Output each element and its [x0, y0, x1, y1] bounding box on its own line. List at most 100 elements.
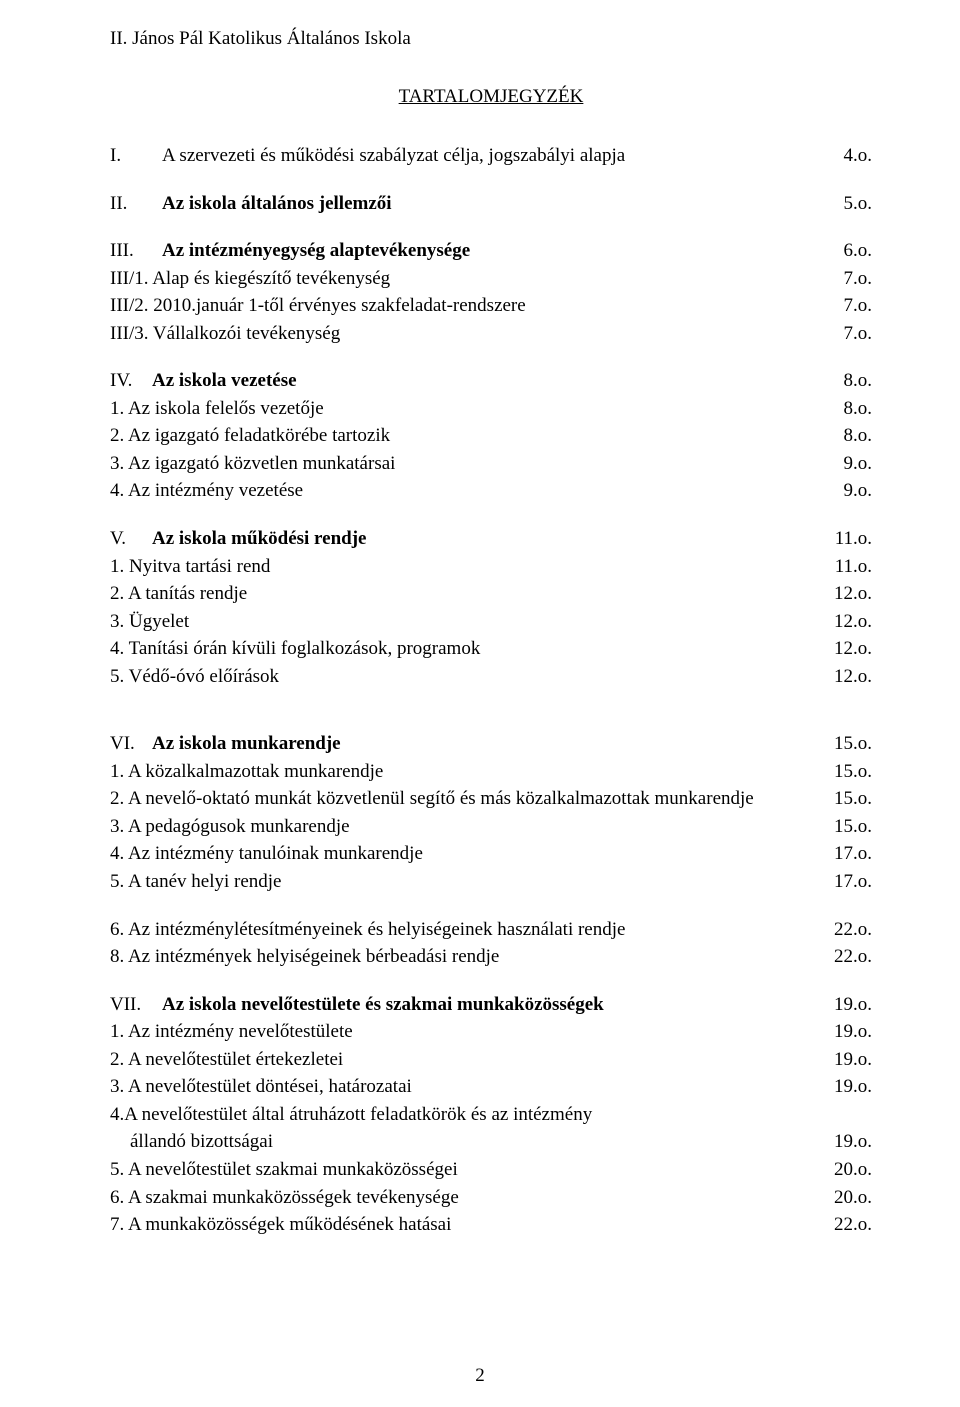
toc-label: 5. A nevelőtestület szakmai munkaközössé… — [110, 1156, 810, 1184]
toc-label: 2. A nevelő-oktató munkát közvetlenül se… — [110, 785, 810, 813]
toc-row: III/2. 2010.január 1-től érvényes szakfe… — [110, 292, 872, 320]
toc-page: 12.o. — [834, 608, 872, 636]
toc-container: I.A szervezeti és működési szabályzat cé… — [110, 142, 872, 1239]
group-gap — [110, 505, 872, 525]
toc-row: 4. Az intézmény vezetése9.o. — [110, 477, 872, 505]
toc-page: 19.o. — [834, 991, 872, 1019]
toc-page: 7.o. — [844, 320, 873, 348]
toc-label: 4. Az intézmény vezetése — [110, 477, 820, 505]
toc-page: 11.o. — [835, 525, 872, 553]
toc-label: V.Az iskola működési rendje — [110, 525, 811, 553]
toc-row: 2. A tanítás rendje 12.o. — [110, 580, 872, 608]
toc-label: 5. Védő-óvó előírások — [110, 663, 810, 691]
toc-page: 15.o. — [834, 758, 872, 786]
toc-page: 7.o. — [844, 292, 873, 320]
toc-label: IV.Az iskola vezetése — [110, 367, 820, 395]
toc-page: 22.o. — [834, 943, 872, 971]
toc-page: 6.o. — [844, 237, 873, 265]
group-gap — [110, 217, 872, 237]
toc-label: 2. A tanítás rendje — [110, 580, 810, 608]
toc-label: III.Az intézményegység alaptevékenysége — [110, 237, 820, 265]
toc-label: 4. Tanítási órán kívüli foglalkozások, p… — [110, 635, 810, 663]
toc-row: 3. A pedagógusok munkarendje 15.o. — [110, 813, 872, 841]
toc-label: 1. A közalkalmazottak munkarendje — [110, 758, 810, 786]
toc-label: 5. A tanév helyi rendje — [110, 868, 810, 896]
toc-label: állandó bizottságai — [110, 1128, 810, 1156]
toc-label: 3. Ügyelet — [110, 608, 810, 636]
toc-page: 19.o. — [834, 1128, 872, 1156]
group-gap — [110, 347, 872, 367]
toc-page: 11.o. — [835, 553, 872, 581]
toc-row: 4. Az intézmény tanulóinak munkarendje17… — [110, 840, 872, 868]
toc-page: 12.o. — [834, 635, 872, 663]
toc-page: 19.o. — [834, 1046, 872, 1074]
toc-row: 6. Az intézménylétesítményeinek és helyi… — [110, 916, 872, 944]
toc-row: VI.Az iskola munkarendje 15.o. — [110, 730, 872, 758]
document-page: II. János Pál Katolikus Általános Iskola… — [0, 0, 960, 1407]
toc-label: 3. Az igazgató közvetlen munkatársai — [110, 450, 820, 478]
toc-row: VII.Az iskola nevelőtestülete és szakmai… — [110, 991, 872, 1019]
toc-row: 1. A közalkalmazottak munkarendje 15.o. — [110, 758, 872, 786]
toc-label: I.A szervezeti és működési szabályzat cé… — [110, 142, 820, 170]
toc-row: 5. A nevelőtestület szakmai munkaközössé… — [110, 1156, 872, 1184]
toc-label: III/2. 2010.január 1-től érvényes szakfe… — [110, 292, 820, 320]
toc-page: 5.o. — [844, 190, 873, 218]
toc-page: 12.o. — [834, 580, 872, 608]
toc-row: 2. Az igazgató feladatkörébe tartozik 8.o… — [110, 422, 872, 450]
toc-label: 4.A nevelőtestület által átruházott fela… — [110, 1101, 872, 1129]
group-gap — [110, 971, 872, 991]
toc-row: 4.A nevelőtestület által átruházott fela… — [110, 1101, 872, 1129]
toc-page: 15.o. — [834, 785, 872, 813]
toc-row: I.A szervezeti és működési szabályzat cé… — [110, 142, 872, 170]
toc-page: 8.o. — [844, 422, 873, 450]
toc-row: 2. A nevelő-oktató munkát közvetlenül se… — [110, 785, 872, 813]
toc-page: 9.o. — [844, 450, 873, 478]
toc-label: 8. Az intézmények helyiségeinek bérbeadá… — [110, 943, 810, 971]
toc-page: 20.o. — [834, 1184, 872, 1212]
toc-row: III.Az intézményegység alaptevékenysége 6… — [110, 237, 872, 265]
toc-label: 3. A nevelőtestület döntései, határozata… — [110, 1073, 810, 1101]
toc-page: 12.o. — [834, 663, 872, 691]
toc-label: VI.Az iskola munkarendje — [110, 730, 810, 758]
toc-page: 17.o. — [834, 868, 872, 896]
toc-page: 8.o. — [844, 367, 873, 395]
toc-label: 7. A munkaközösségek működésének hatásai — [110, 1211, 810, 1239]
toc-row: 4. Tanítási órán kívüli foglalkozások, p… — [110, 635, 872, 663]
toc-page: 15.o. — [834, 730, 872, 758]
toc-label: 3. A pedagógusok munkarendje — [110, 813, 810, 841]
toc-label: VII.Az iskola nevelőtestülete és szakmai… — [110, 991, 810, 1019]
page-number: 2 — [0, 1365, 960, 1387]
group-gap — [110, 896, 872, 916]
toc-row: 3. Az igazgató közvetlen munkatársai 9.o. — [110, 450, 872, 478]
toc-label: 4. Az intézmény tanulóinak munkarendje — [110, 840, 810, 868]
toc-row: 2. A nevelőtestület értekezletei19.o. — [110, 1046, 872, 1074]
toc-page: 7.o. — [844, 265, 873, 293]
toc-row: 3. Ügyelet 12.o. — [110, 608, 872, 636]
school-name-header: II. János Pál Katolikus Általános Iskola — [110, 28, 872, 50]
toc-row: V.Az iskola működési rendje 11.o. — [110, 525, 872, 553]
toc-row: 6. A szakmai munkaközösségek tevékenység… — [110, 1184, 872, 1212]
toc-row: 1. Az intézmény nevelőtestülete19.o. — [110, 1018, 872, 1046]
toc-row: 8. Az intézmények helyiségeinek bérbeadá… — [110, 943, 872, 971]
toc-page: 22.o. — [834, 916, 872, 944]
toc-page: 22.o. — [834, 1211, 872, 1239]
toc-page: 20.o. — [834, 1156, 872, 1184]
toc-title: TARTALOMJEGYZÉK — [110, 86, 872, 108]
toc-row: 5. A tanév helyi rendje 17.o. — [110, 868, 872, 896]
toc-row: III/1. Alap és kiegészítő tevékenység 7.o… — [110, 265, 872, 293]
toc-row: 1. Nyitva tartási rend 11.o. — [110, 553, 872, 581]
toc-page: 15.o. — [834, 813, 872, 841]
toc-row: állandó bizottságai 19.o. — [110, 1128, 872, 1156]
toc-label: 1. Nyitva tartási rend — [110, 553, 811, 581]
toc-row: IV.Az iskola vezetése 8.o. — [110, 367, 872, 395]
toc-row: II.Az iskola általános jellemzői 5.o. — [110, 190, 872, 218]
toc-row: 1. Az iskola felelős vezetője8.o. — [110, 395, 872, 423]
toc-label: II.Az iskola általános jellemzői — [110, 190, 820, 218]
toc-page: 19.o. — [834, 1073, 872, 1101]
toc-label: 6. A szakmai munkaközösségek tevékenység… — [110, 1184, 810, 1212]
toc-label: III/1. Alap és kiegészítő tevékenység — [110, 265, 820, 293]
group-gap — [110, 170, 872, 190]
toc-label: 1. Az iskola felelős vezetője — [110, 395, 820, 423]
toc-page: 19.o. — [834, 1018, 872, 1046]
toc-label: 2. Az igazgató feladatkörébe tartozik — [110, 422, 820, 450]
